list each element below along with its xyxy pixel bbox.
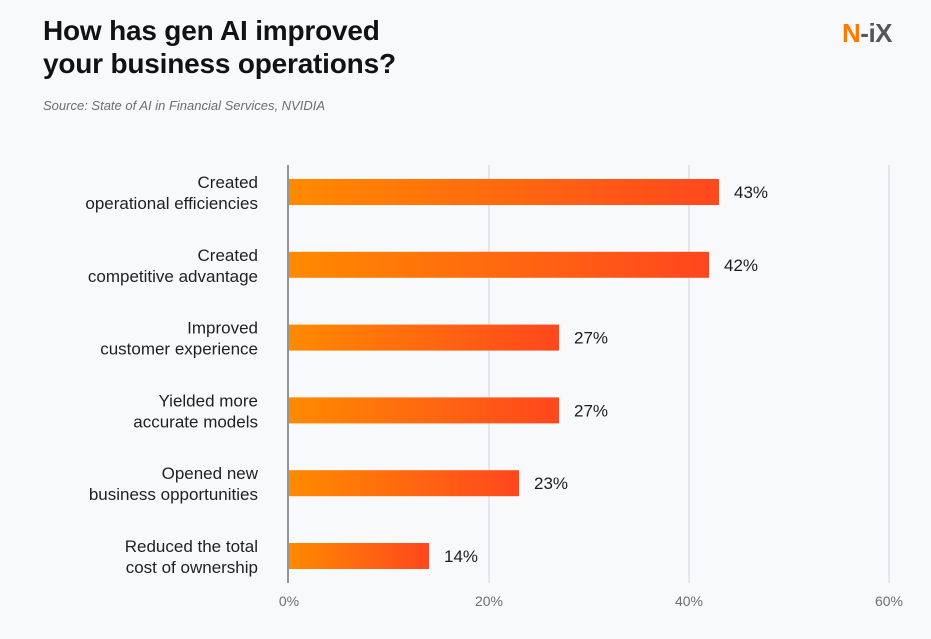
value-label: 27% <box>574 401 608 420</box>
bar <box>289 251 709 278</box>
category-label-line2: cost of ownership <box>126 558 258 577</box>
category-label-line2: business opportunities <box>89 485 258 504</box>
n-ix-logo: N-iX <box>842 18 893 49</box>
x-tick-label: 0% <box>279 593 299 609</box>
value-label: 43% <box>734 183 768 202</box>
bars <box>289 179 719 569</box>
bar <box>289 397 559 424</box>
labels: 0% 20% 40% 60% 43% Created operational efficie… <box>85 173 903 609</box>
gridlines <box>488 165 890 583</box>
category-label-line2: accurate models <box>133 412 258 431</box>
x-tick-label: 60% <box>875 593 903 609</box>
value-label: 42% <box>724 256 758 275</box>
value-label: 23% <box>534 474 568 493</box>
category-label-line1: Opened new <box>162 464 259 483</box>
bar <box>289 470 519 497</box>
category-label-line2: operational efficiencies <box>85 194 258 213</box>
logo-ix: -iX <box>860 18 893 48</box>
title-line-2: your business operations? <box>43 48 396 79</box>
category-label-line1: Created <box>198 173 258 192</box>
source-note: Source: State of AI in Financial Service… <box>43 98 326 113</box>
bar <box>289 324 559 351</box>
x-tick-label: 20% <box>475 593 503 609</box>
category-label-line2: customer experience <box>100 340 258 359</box>
value-label: 14% <box>444 547 478 566</box>
value-label: 27% <box>574 329 608 348</box>
chart-title: How has gen AI improved your business op… <box>43 14 463 80</box>
category-label-line1: Improved <box>187 319 258 338</box>
category-label-line2: competitive advantage <box>88 267 258 286</box>
bar <box>289 179 719 205</box>
title-line-1: How has gen AI improved <box>43 15 380 46</box>
x-tick-label: 40% <box>675 593 703 609</box>
bar <box>289 543 429 569</box>
category-label-line1: Yielded more <box>158 391 258 410</box>
category-label-line1: Created <box>198 246 258 265</box>
category-label-line1: Reduced the total <box>125 537 258 556</box>
logo-n: N <box>842 18 861 48</box>
